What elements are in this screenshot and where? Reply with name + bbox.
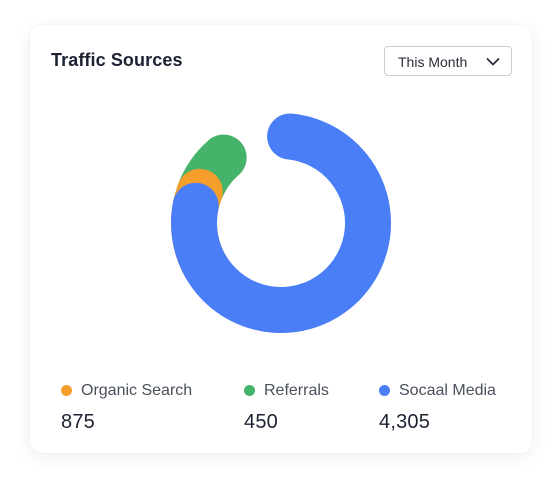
card-title: Traffic Sources xyxy=(51,50,183,70)
traffic-donut-chart xyxy=(171,113,391,333)
period-select[interactable]: This Month xyxy=(384,46,512,76)
traffic-sources-card: Traffic Sources This Month Organic Searc… xyxy=(30,25,532,453)
value-socaal-media: 4,305 xyxy=(379,411,431,433)
period-select-value: This Month xyxy=(398,54,468,70)
legend-label-socaal-media: Socaal Media xyxy=(399,382,496,399)
value-referrals: 450 xyxy=(244,411,278,433)
legend-dot-organic-search xyxy=(61,385,72,396)
legend-dot-referrals xyxy=(244,385,255,396)
legend-label-referrals: Referrals xyxy=(264,382,329,399)
legend-dot-socaal-media xyxy=(379,385,390,396)
value-organic-search: 875 xyxy=(61,411,95,433)
chevron-down-icon xyxy=(486,58,500,66)
legend-label-organic-search: Organic Search xyxy=(81,382,193,399)
donut-segment-socaal-media xyxy=(171,113,391,333)
